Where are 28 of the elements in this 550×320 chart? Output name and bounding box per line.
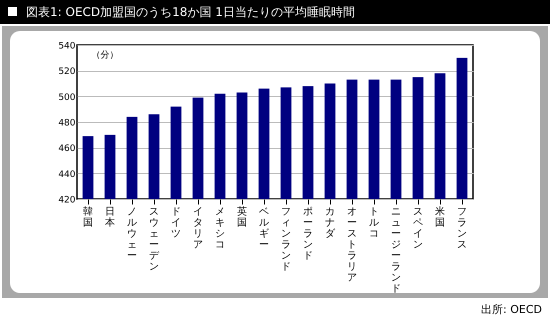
x-tick-label: メキシコ: [215, 206, 225, 250]
y-tick-label: 420: [58, 196, 76, 206]
x-tick-label: オーストラリア: [347, 206, 357, 284]
y-tick-label: 480: [58, 118, 76, 128]
x-tick-label: 韓国: [83, 206, 93, 228]
y-tick-label: 540: [58, 42, 76, 52]
x-tick-label: ニュージーランド: [391, 206, 401, 294]
x-tick-label: ドイツ: [171, 206, 181, 240]
x-tick-label: 日本: [105, 206, 115, 228]
x-tick-label: フィンランド: [281, 206, 291, 272]
y-tick-label: 440: [58, 170, 76, 180]
x-tick-label: イタリア: [193, 206, 203, 250]
x-tick-label: 米国: [435, 206, 445, 228]
x-tick-label: スウェーデン: [149, 206, 160, 272]
x-tick-label: トルコ: [369, 206, 379, 240]
y-tick-label: 500: [58, 92, 76, 103]
y-tick-label: 520: [58, 67, 76, 78]
y-tick-label: 460: [58, 144, 76, 154]
x-tick-label: フランス: [457, 206, 467, 250]
y-axis-title: （分）: [92, 50, 118, 60]
x-tick-label: 英国: [237, 206, 247, 228]
x-tick-label: ベルギー: [259, 206, 269, 250]
text: 出所: OECD: [481, 302, 542, 317]
x-tick-label: ノルウェー: [127, 206, 137, 262]
x-tick-label: スペイン: [413, 206, 423, 250]
x-tick-label: カナダ: [325, 206, 336, 240]
x-tick-label: ポーランド: [303, 206, 313, 262]
chart-title: 図表1: OECD加盟国のうち18か国 1日当たりの平均睡眠時間: [26, 4, 355, 21]
